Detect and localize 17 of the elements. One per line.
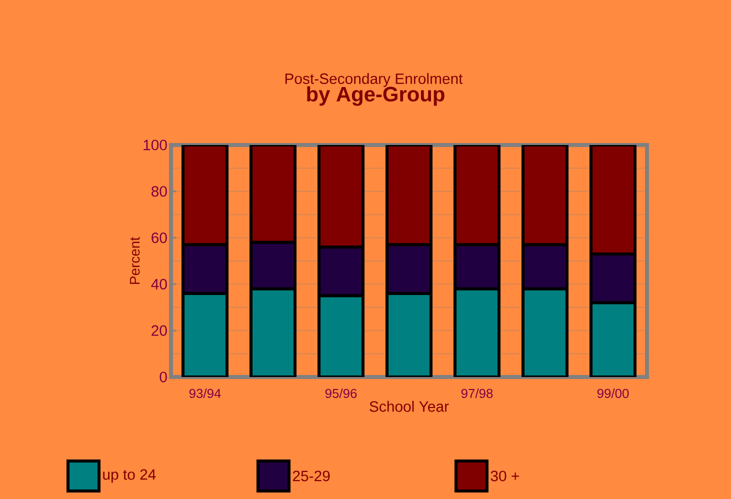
- legend-label: up to 24: [103, 469, 156, 483]
- y-tick-label: 40: [151, 278, 167, 290]
- y-tick-label: 100: [144, 140, 167, 150]
- y-tick-label: 60: [152, 232, 167, 244]
- chart-title: Post-Secondary Enrolment: [285, 73, 463, 87]
- y-tick-label: 0: [160, 372, 167, 382]
- x-axis-title: School Year: [370, 400, 449, 412]
- x-tick-label: 99/00: [597, 388, 629, 398]
- y-tick-label: 20: [152, 325, 167, 336]
- y-axis-title: Percent: [130, 237, 140, 284]
- chart-subtitle: by Age-Group: [307, 86, 444, 106]
- y-tick-label: 80: [152, 186, 167, 197]
- x-tick-label: 95/96: [325, 388, 357, 398]
- x-tick-label: 93/94: [189, 388, 221, 398]
- x-tick-label: 97/98: [461, 388, 493, 398]
- legend-label: 25-29: [292, 470, 330, 482]
- legend-label: 30 +: [490, 470, 519, 482]
